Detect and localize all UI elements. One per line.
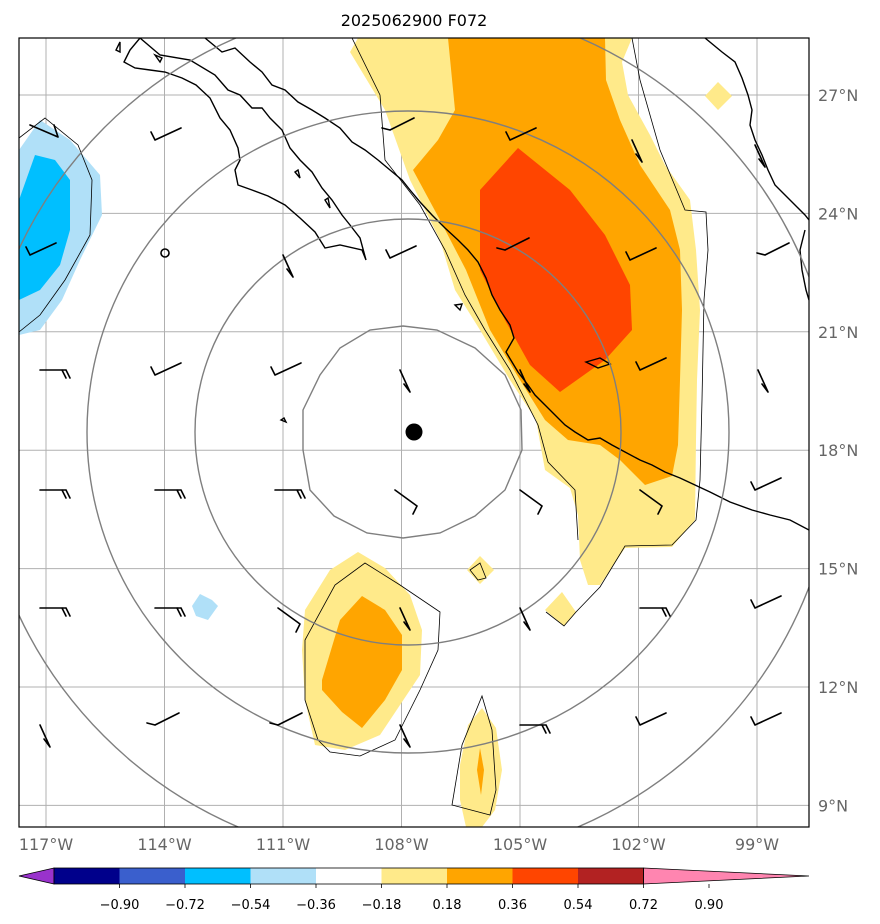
longitude-label: 117°W [19,835,74,854]
longitude-label: 108°W [374,835,429,854]
colorbar-extend-min [18,867,55,885]
wind-barb [394,489,418,515]
wind-barb [154,607,186,617]
colorbar-label: −0.36 [296,898,336,913]
colorbar-label: 0.36 [498,898,527,913]
wind-barb [519,369,531,393]
contour-positive-south-inner [322,596,402,728]
colorbar-bin [54,868,120,884]
colorbar-bin [512,868,578,884]
wind-barb [282,254,294,278]
contour-positive-0.18-b [545,592,576,626]
wind-barb [29,124,59,138]
latitude-label: 9°N [818,796,848,815]
wind-barb [274,489,306,499]
latitude-label: 12°N [818,678,858,697]
map-area [19,38,809,827]
colorbar-bin [447,868,513,884]
colorbar-label: −0.72 [165,898,205,913]
colorbar-label: −0.18 [362,898,402,913]
longitude-label: 105°W [493,835,548,854]
wind-barb [385,245,417,259]
coastlines [115,38,809,531]
wind-barb [269,712,303,726]
wind-barb [756,242,790,256]
colorbar-label: 0.54 [564,898,593,913]
wind-barb [270,362,302,376]
longitude-label: 99°W [735,835,779,854]
wind-barbs [25,117,790,748]
wind-barb [519,724,551,734]
latitude-label: 21°N [818,323,858,342]
wind-barb [146,712,180,726]
colorbar-bin [316,868,382,884]
colorbar-extend-max [643,867,810,885]
colorbar-label: −0.90 [100,898,140,913]
storm-center-marker [405,423,423,441]
longitude-label: 102°W [611,835,666,854]
wind-barb [399,724,411,748]
contour-negative-inner [19,155,70,300]
calm-wind-circle [160,248,170,258]
contour-positive-tip [705,82,732,110]
wind-barb [150,127,182,141]
wind-barb [399,369,411,393]
wind-barb [277,607,301,633]
wind-barb [635,712,667,726]
wind-barb [39,489,71,499]
colorbar-bin [578,868,644,884]
contour-positive-diamond [467,556,494,584]
wind-barb [381,117,415,131]
latitude-labels: 27°N 24°N 21°N 18°N 15°N 12°N 9°N [818,86,858,815]
wind-barb [505,127,537,141]
map-frame [18,37,810,828]
wind-barb [639,607,671,617]
wind-barb [154,489,186,499]
wind-barb [625,247,657,261]
longitude-labels: 117°W 114°W 111°W 108°W 105°W 102°W 99°W [19,835,779,854]
wind-barb [757,369,769,393]
colorbar: −0.90 −0.72 −0.54 −0.36 −0.18 0.18 0.36 0.54 0.7… [18,867,810,913]
wind-barb [496,237,530,251]
latitude-label: 27°N [818,86,858,105]
wind-barb [150,362,182,376]
latitude-label: 24°N [818,204,858,223]
wind-barb [750,595,782,609]
contour-positive-southtip-inner [477,748,484,795]
colorbar-label: 0.72 [629,898,658,913]
colorbar-label: 0.90 [695,898,724,913]
wind-barb [39,369,71,379]
wind-barb [25,242,57,256]
colorbar-bin [119,868,185,884]
longitude-label: 114°W [137,835,192,854]
contour-positive-0.54 [480,148,632,392]
wind-barb [639,489,663,515]
wind-barb [631,139,643,163]
colorbar-frame [53,867,644,885]
wind-barb [754,144,766,168]
colorbar-label: 0.18 [433,898,462,913]
wind-barb [39,724,51,748]
wind-barb [39,607,71,617]
range-rings [19,38,809,827]
map-title: 2025062900 F072 [341,11,488,30]
wind-barb [750,712,782,726]
wind-barb [519,489,543,515]
colorbar-bin [250,868,316,884]
wind-barb [635,357,667,371]
wind-barb [750,477,782,491]
colorbar-bin [381,868,447,884]
wind-barb [519,607,531,631]
colorbar-label: −0.54 [231,898,271,913]
longitude-label: 111°W [256,835,311,854]
contour-negative-small [192,594,218,620]
colorbar-bin [185,868,251,884]
latitude-label: 15°N [818,560,858,579]
wind-barb [399,607,411,631]
latitude-label: 18°N [818,441,858,460]
